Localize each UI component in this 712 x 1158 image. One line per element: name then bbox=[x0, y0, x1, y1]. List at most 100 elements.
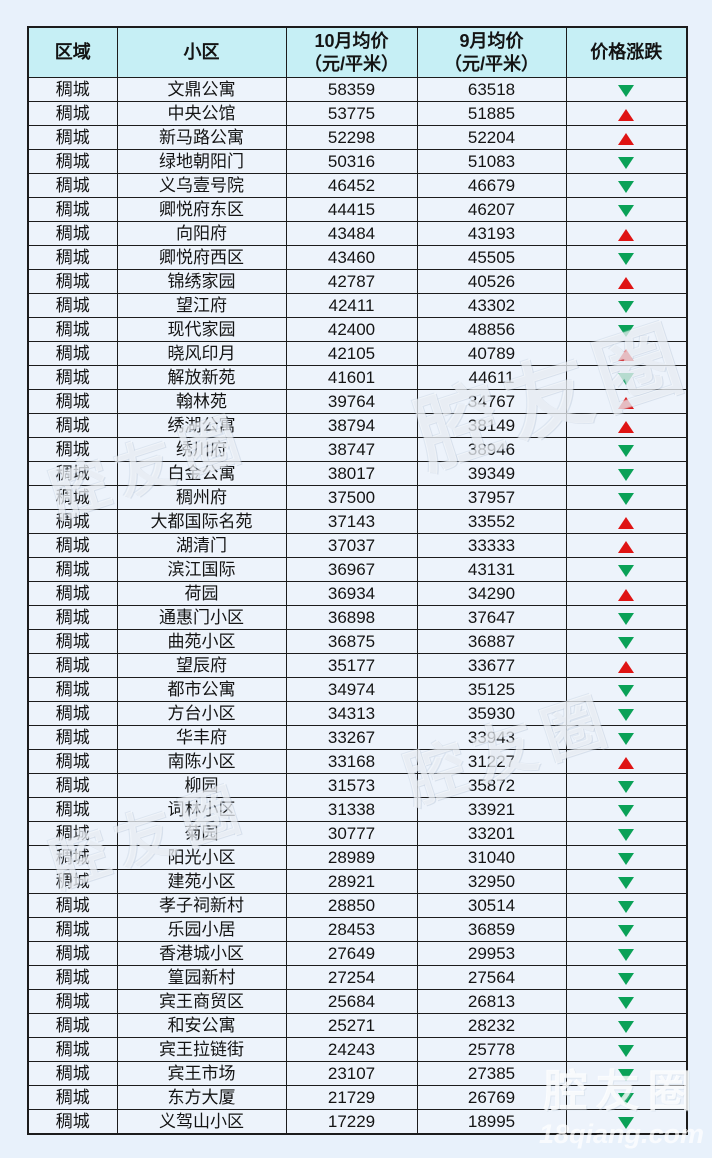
trend-up-icon bbox=[618, 276, 635, 289]
cell-region: 稠城 bbox=[27, 821, 118, 846]
cell-trend bbox=[565, 749, 688, 774]
trend-down-icon bbox=[618, 804, 635, 817]
cell-sep-price: 33333 bbox=[416, 533, 567, 558]
table-row: 稠城 中央公馆 53775 51885 bbox=[27, 101, 688, 126]
cell-oct-price: 28921 bbox=[285, 869, 418, 894]
table-row: 稠城 和安公寓 25271 28232 bbox=[27, 1013, 688, 1038]
cell-oct-price: 46452 bbox=[285, 173, 418, 198]
cell-region: 稠城 bbox=[27, 221, 118, 246]
cell-community: 通惠门小区 bbox=[116, 605, 287, 630]
col-header-oct-price: 10月均价 （元/平米） bbox=[285, 26, 418, 78]
col-header-sep-price: 9月均价 （元/平米） bbox=[416, 26, 567, 78]
table-row: 稠城 宾王商贸区 25684 26813 bbox=[27, 989, 688, 1014]
trend-up-icon bbox=[618, 756, 635, 769]
cell-trend bbox=[565, 1061, 688, 1086]
cell-region: 稠城 bbox=[27, 557, 118, 582]
cell-trend bbox=[565, 701, 688, 726]
cell-community: 文鼎公寓 bbox=[116, 77, 287, 102]
trend-down-icon bbox=[618, 828, 635, 841]
trend-down-icon bbox=[618, 204, 635, 217]
cell-sep-price: 40789 bbox=[416, 341, 567, 366]
trend-up-icon bbox=[618, 108, 635, 121]
table-row: 稠城 稠州府 37500 37957 bbox=[27, 485, 688, 510]
cell-sep-price: 48856 bbox=[416, 317, 567, 342]
trend-down-icon bbox=[618, 1092, 635, 1105]
cell-community: 华丰府 bbox=[116, 725, 287, 750]
cell-community: 望江府 bbox=[116, 293, 287, 318]
cell-trend bbox=[565, 893, 688, 918]
cell-oct-price: 42400 bbox=[285, 317, 418, 342]
cell-sep-price: 31040 bbox=[416, 845, 567, 870]
table-row: 稠城 篁园新村 27254 27564 bbox=[27, 965, 688, 990]
cell-community: 晓风印月 bbox=[116, 341, 287, 366]
cell-oct-price: 42411 bbox=[285, 293, 418, 318]
cell-oct-price: 33267 bbox=[285, 725, 418, 750]
cell-community: 孝子祠新村 bbox=[116, 893, 287, 918]
cell-sep-price: 43131 bbox=[416, 557, 567, 582]
cell-trend bbox=[565, 653, 688, 678]
cell-oct-price: 30777 bbox=[285, 821, 418, 846]
cell-trend bbox=[565, 269, 688, 294]
trend-up-icon bbox=[618, 540, 635, 553]
cell-trend bbox=[565, 965, 688, 990]
trend-up-icon bbox=[618, 516, 635, 529]
table-row: 稠城 菊园 30777 33201 bbox=[27, 821, 688, 846]
table-row: 稠城 晓风印月 42105 40789 bbox=[27, 341, 688, 366]
cell-community: 滨江国际 bbox=[116, 557, 287, 582]
cell-oct-price: 23107 bbox=[285, 1061, 418, 1086]
cell-region: 稠城 bbox=[27, 1109, 118, 1135]
cell-trend bbox=[565, 869, 688, 894]
cell-community: 翰林苑 bbox=[116, 389, 287, 414]
cell-community: 大都国际名苑 bbox=[116, 509, 287, 534]
col-header-trend: 价格涨跌 bbox=[565, 26, 688, 78]
cell-sep-price: 52204 bbox=[416, 125, 567, 150]
cell-region: 稠城 bbox=[27, 1037, 118, 1062]
cell-region: 稠城 bbox=[27, 629, 118, 654]
table-row: 稠城 新马路公寓 52298 52204 bbox=[27, 125, 688, 150]
cell-region: 稠城 bbox=[27, 605, 118, 630]
trend-down-icon bbox=[618, 300, 635, 313]
cell-region: 稠城 bbox=[27, 173, 118, 198]
table-row: 稠城 解放新苑 41601 44611 bbox=[27, 365, 688, 390]
cell-sep-price: 46679 bbox=[416, 173, 567, 198]
cell-sep-price: 33943 bbox=[416, 725, 567, 750]
cell-trend bbox=[565, 533, 688, 558]
cell-oct-price: 44415 bbox=[285, 197, 418, 222]
table-row: 稠城 乐园小居 28453 36859 bbox=[27, 917, 688, 942]
table-row: 稠城 卿悦府东区 44415 46207 bbox=[27, 197, 688, 222]
cell-oct-price: 25271 bbox=[285, 1013, 418, 1038]
trend-down-icon bbox=[618, 972, 635, 985]
cell-region: 稠城 bbox=[27, 293, 118, 318]
cell-sep-price: 31227 bbox=[416, 749, 567, 774]
cell-sep-price: 29953 bbox=[416, 941, 567, 966]
cell-region: 稠城 bbox=[27, 845, 118, 870]
col-header-sep-line1: 9月均价 bbox=[459, 30, 524, 51]
table-row: 稠城 文鼎公寓 58359 63518 bbox=[27, 77, 688, 102]
table-row: 稠城 宾王拉链街 24243 25778 bbox=[27, 1037, 688, 1062]
cell-trend bbox=[565, 245, 688, 270]
cell-sep-price: 35930 bbox=[416, 701, 567, 726]
cell-sep-price: 39349 bbox=[416, 461, 567, 486]
cell-trend bbox=[565, 221, 688, 246]
trend-down-icon bbox=[618, 1044, 635, 1057]
cell-trend bbox=[565, 509, 688, 534]
cell-oct-price: 35177 bbox=[285, 653, 418, 678]
trend-down-icon bbox=[618, 732, 635, 745]
trend-down-icon bbox=[618, 444, 635, 457]
cell-sep-price: 35872 bbox=[416, 773, 567, 798]
trend-down-icon bbox=[618, 1068, 635, 1081]
cell-trend bbox=[565, 845, 688, 870]
cell-oct-price: 37500 bbox=[285, 485, 418, 510]
table-row: 稠城 曲苑小区 36875 36887 bbox=[27, 629, 688, 654]
cell-oct-price: 38794 bbox=[285, 413, 418, 438]
cell-region: 稠城 bbox=[27, 101, 118, 126]
cell-community: 方台小区 bbox=[116, 701, 287, 726]
cell-sep-price: 38149 bbox=[416, 413, 567, 438]
cell-trend bbox=[565, 437, 688, 462]
cell-sep-price: 45505 bbox=[416, 245, 567, 270]
cell-trend bbox=[565, 197, 688, 222]
cell-sep-price: 38946 bbox=[416, 437, 567, 462]
table-row: 稠城 绣川府 38747 38946 bbox=[27, 437, 688, 462]
col-header-region: 区域 bbox=[27, 26, 118, 78]
trend-down-icon bbox=[618, 1116, 635, 1129]
